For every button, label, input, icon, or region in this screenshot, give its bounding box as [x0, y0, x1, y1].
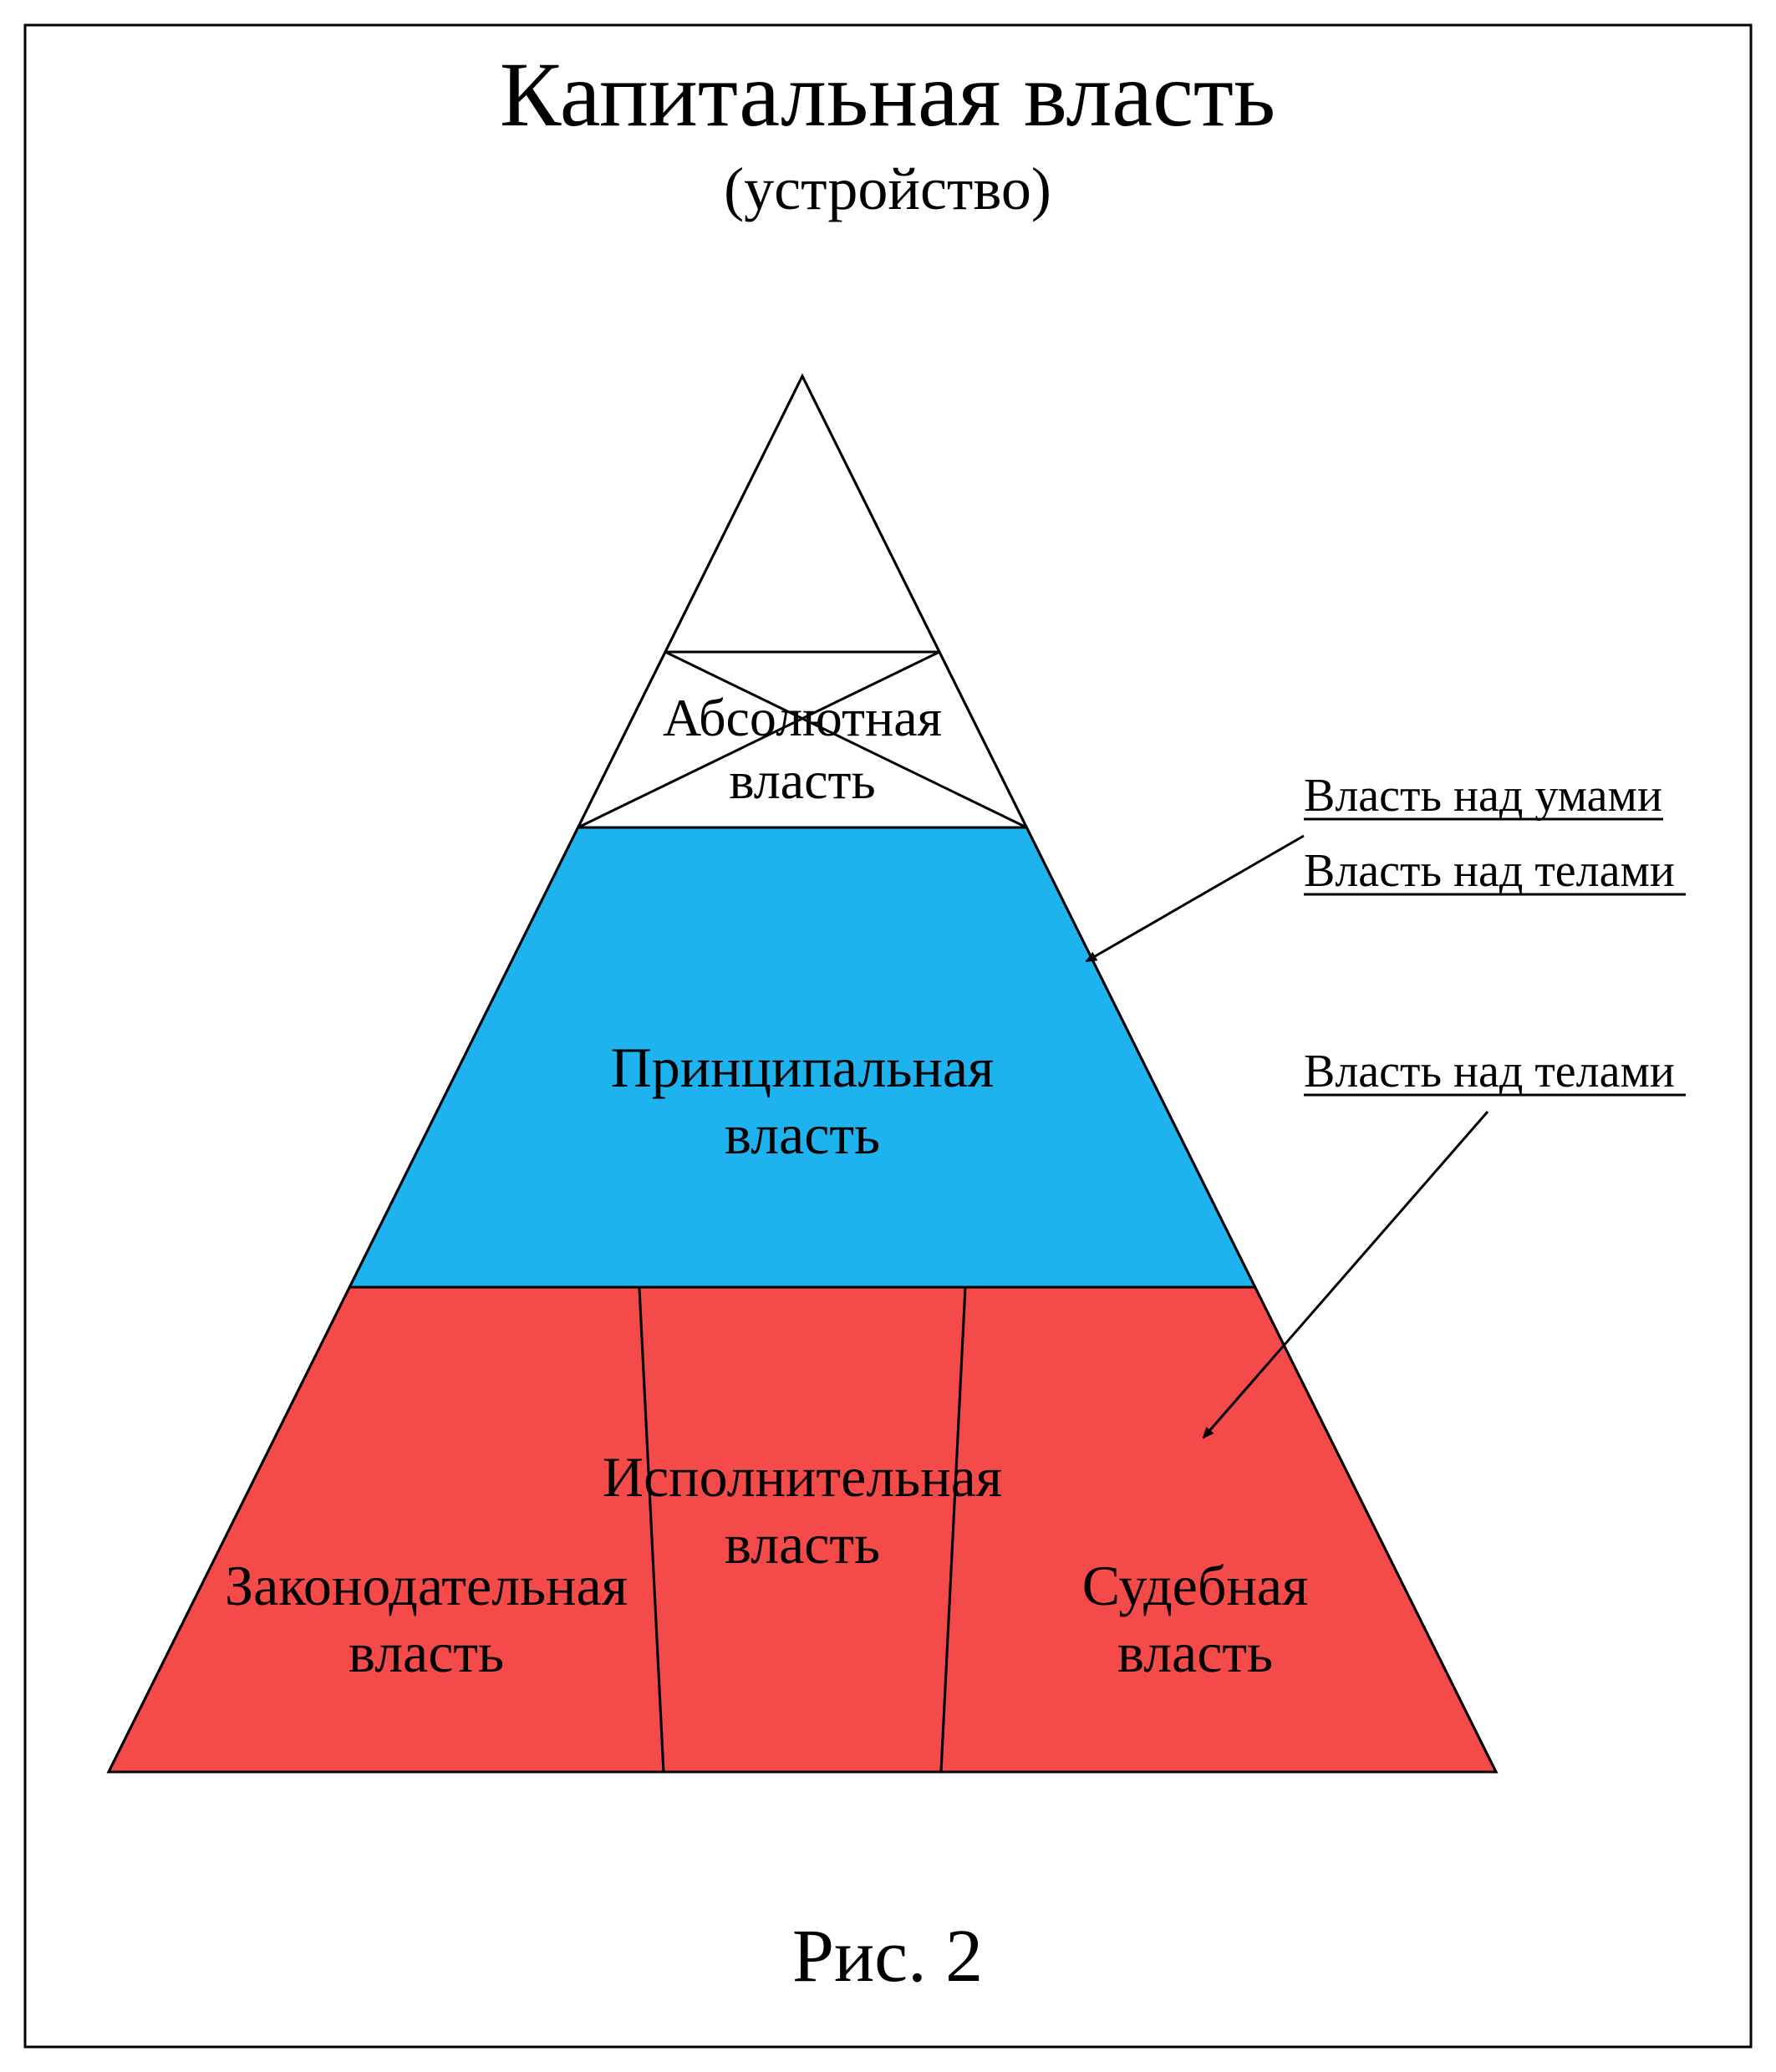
level-legislative	[109, 1287, 664, 1772]
judicial-label-line1: Судебная	[1082, 1554, 1309, 1617]
annotation-minds-arrow	[1086, 836, 1304, 961]
pyramid-diagram: Капитальная власть (устройство) Абсолютная…	[0, 0, 1776, 2072]
executive-label-line1: Исполнительная	[603, 1445, 1002, 1509]
diagram-title: Капитальная власть	[500, 43, 1275, 145]
page-root: Капитальная власть (устройство) Абсолютная…	[0, 0, 1776, 2072]
judicial-label-line2: власть	[1117, 1621, 1273, 1684]
executive-label-line2: власть	[725, 1512, 880, 1576]
level-judicial	[941, 1287, 1496, 1772]
absolute-label-line2: власть	[729, 751, 875, 810]
principal-label-line2: власть	[725, 1102, 880, 1166]
annotation-bodies1: Власть над телами	[1304, 845, 1675, 897]
absolute-label-line1: Абсолютная	[663, 688, 942, 747]
annotation-bodies2: Власть над телами	[1304, 1046, 1675, 1097]
diagram-subtitle: (устройство)	[724, 155, 1051, 222]
figure-caption: Рис. 2	[792, 1915, 983, 1998]
annotation-minds: Власть над умами	[1304, 770, 1662, 822]
legislative-label-line1: Законодательная	[225, 1554, 628, 1617]
principal-label-line1: Принципальная	[611, 1036, 995, 1099]
legislative-label-line2: власть	[349, 1621, 504, 1684]
